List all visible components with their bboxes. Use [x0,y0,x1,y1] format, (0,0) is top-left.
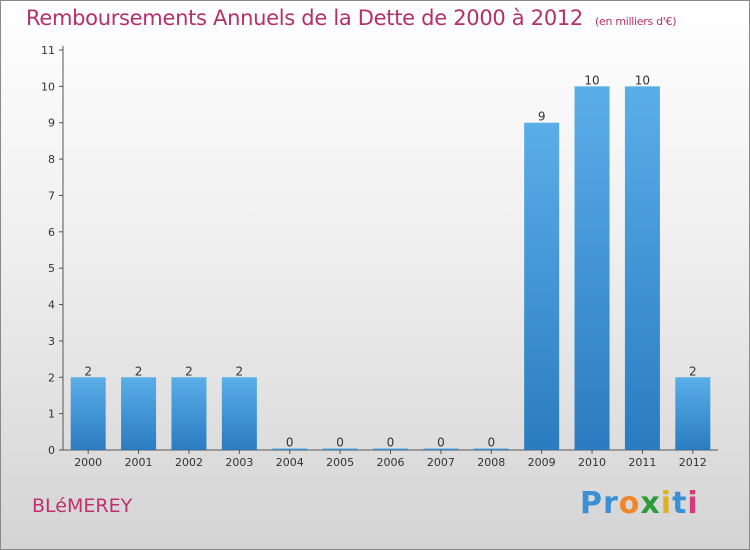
y-tick-label: 5 [48,262,55,275]
data-label-2009: 9 [538,110,546,124]
x-tick-label-2010: 2010 [578,456,606,469]
y-tick-label: 9 [48,117,55,130]
logo-letter: i [660,486,673,521]
chart-title: Remboursements Annuels de la Dette de 20… [26,6,676,30]
data-label-2000: 2 [84,364,92,378]
y-tick-label: 11 [41,44,55,57]
logo-letter: x [640,486,661,521]
y-tick-label: 0 [48,444,55,457]
bar-2005 [322,448,358,450]
x-tick-label-2007: 2007 [427,456,455,469]
y-tick-label: 7 [48,189,55,202]
data-label-2004: 0 [286,436,294,450]
bar-2003 [221,377,257,450]
bar-2002 [171,377,207,450]
logo-letter: t [672,486,688,521]
logo-letter: r [603,486,619,521]
y-tick-label: 8 [48,153,55,166]
bar-2009 [524,122,560,451]
x-tick-label-2011: 2011 [628,456,656,469]
commune-name: BLéMEREY [32,495,133,517]
data-label-2002: 2 [185,364,193,378]
bar-2008 [473,448,509,450]
data-label-2007: 0 [437,436,445,450]
x-tick-label-2001: 2001 [125,456,153,469]
x-tick-label-2003: 2003 [225,456,253,469]
data-label-2006: 0 [387,436,395,450]
data-label-2003: 2 [236,364,244,378]
bar-2000 [70,377,106,450]
bar-2007 [423,448,459,450]
data-label-2010: 10 [584,73,599,87]
data-label-2005: 0 [336,436,344,450]
y-tick-label: 1 [48,408,55,421]
logo-letter: i [687,486,699,521]
x-tick-label-2009: 2009 [528,456,556,469]
x-tick-label-2004: 2004 [276,456,304,469]
bar-2006 [373,448,408,450]
x-tick-label-2008: 2008 [477,456,505,469]
y-tick-label: 4 [48,299,55,312]
logo-letter: P [580,486,603,521]
bar-2012 [675,377,711,450]
bar-2011 [624,86,660,450]
data-label-2001: 2 [135,364,143,378]
x-tick-label-2006: 2006 [377,456,405,469]
bar-2001 [121,377,157,450]
y-tick-label: 3 [48,335,55,348]
proxiti-logo: Proxiti [580,486,699,521]
chart-subtitle: (en milliers d'€) [595,15,677,28]
data-label-2011: 10 [635,73,650,87]
data-label-2008: 0 [487,436,495,450]
chart-title-text: Remboursements Annuels de la Dette de 20… [26,6,583,30]
x-tick-label-2002: 2002 [175,456,203,469]
logo-letter: o [618,486,641,521]
data-label-2012: 2 [689,364,697,378]
bar-2010 [574,86,610,450]
x-tick-label-2000: 2000 [74,456,102,469]
bar-2004 [272,448,308,450]
y-tick-label: 10 [41,80,55,93]
y-tick-label: 6 [48,226,55,239]
x-tick-label-2012: 2012 [679,456,707,469]
y-tick-label: 2 [48,371,55,384]
x-tick-label-2005: 2005 [326,456,354,469]
